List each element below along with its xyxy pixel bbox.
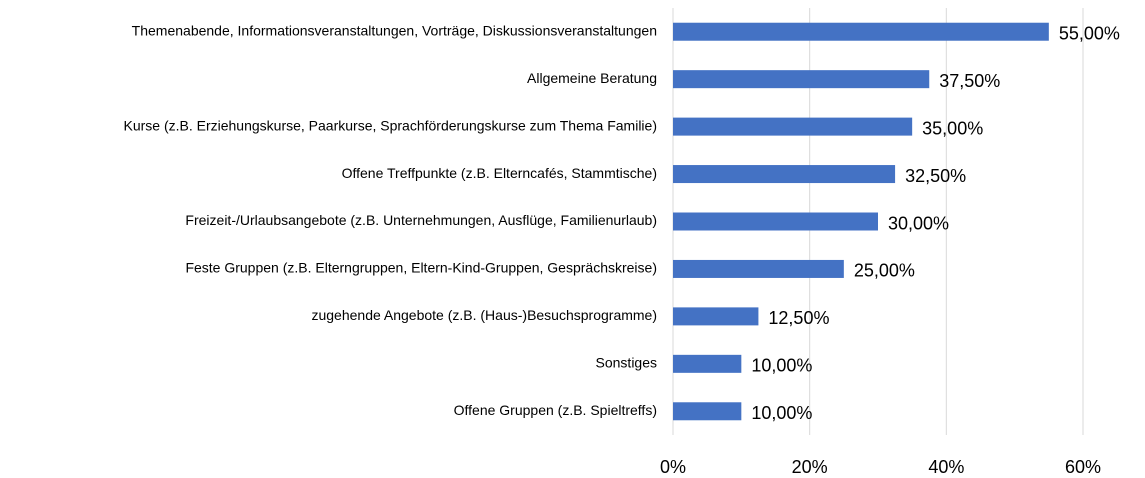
category-label: Feste Gruppen (z.B. Elterngruppen, Elter… (185, 260, 657, 276)
bar (673, 307, 759, 326)
value-label: 35,00% (922, 118, 983, 138)
bar (673, 22, 1049, 41)
x-tick-label: 20% (792, 457, 828, 477)
bar (673, 165, 896, 184)
value-label: 10,00% (751, 356, 812, 376)
category-label: Allgemeine Beratung (527, 70, 657, 86)
value-label: 10,00% (751, 403, 812, 423)
value-label: 30,00% (888, 213, 949, 233)
value-label: 37,50% (939, 71, 1000, 91)
bar (673, 354, 742, 373)
bar (673, 70, 930, 89)
bar (673, 259, 844, 278)
bar (673, 402, 742, 421)
value-label: 25,00% (854, 261, 915, 281)
value-label: 12,50% (768, 308, 829, 328)
bar (673, 212, 878, 231)
x-tick-label: 60% (1065, 457, 1101, 477)
category-label: Sonstiges (596, 355, 657, 371)
x-tick-label: 40% (928, 457, 964, 477)
category-label: Kurse (z.B. Erziehungskurse, Paarkurse, … (123, 117, 657, 133)
category-label: Themenabende, Informationsveranstaltunge… (132, 22, 657, 38)
category-label: Offene Treffpunkte (z.B. Elterncafés, St… (342, 165, 657, 181)
category-label: zugehende Angebote (z.B. (Haus-)Besuchsp… (311, 307, 657, 323)
value-label: 32,50% (905, 166, 966, 186)
category-label: Freizeit-/Urlaubsangebote (z.B. Unterneh… (185, 212, 657, 228)
bar (673, 117, 913, 136)
x-tick-label: 0% (660, 457, 686, 477)
category-label: Offene Gruppen (z.B. Spieltreffs) (454, 402, 657, 418)
value-label: 55,00% (1059, 23, 1120, 43)
